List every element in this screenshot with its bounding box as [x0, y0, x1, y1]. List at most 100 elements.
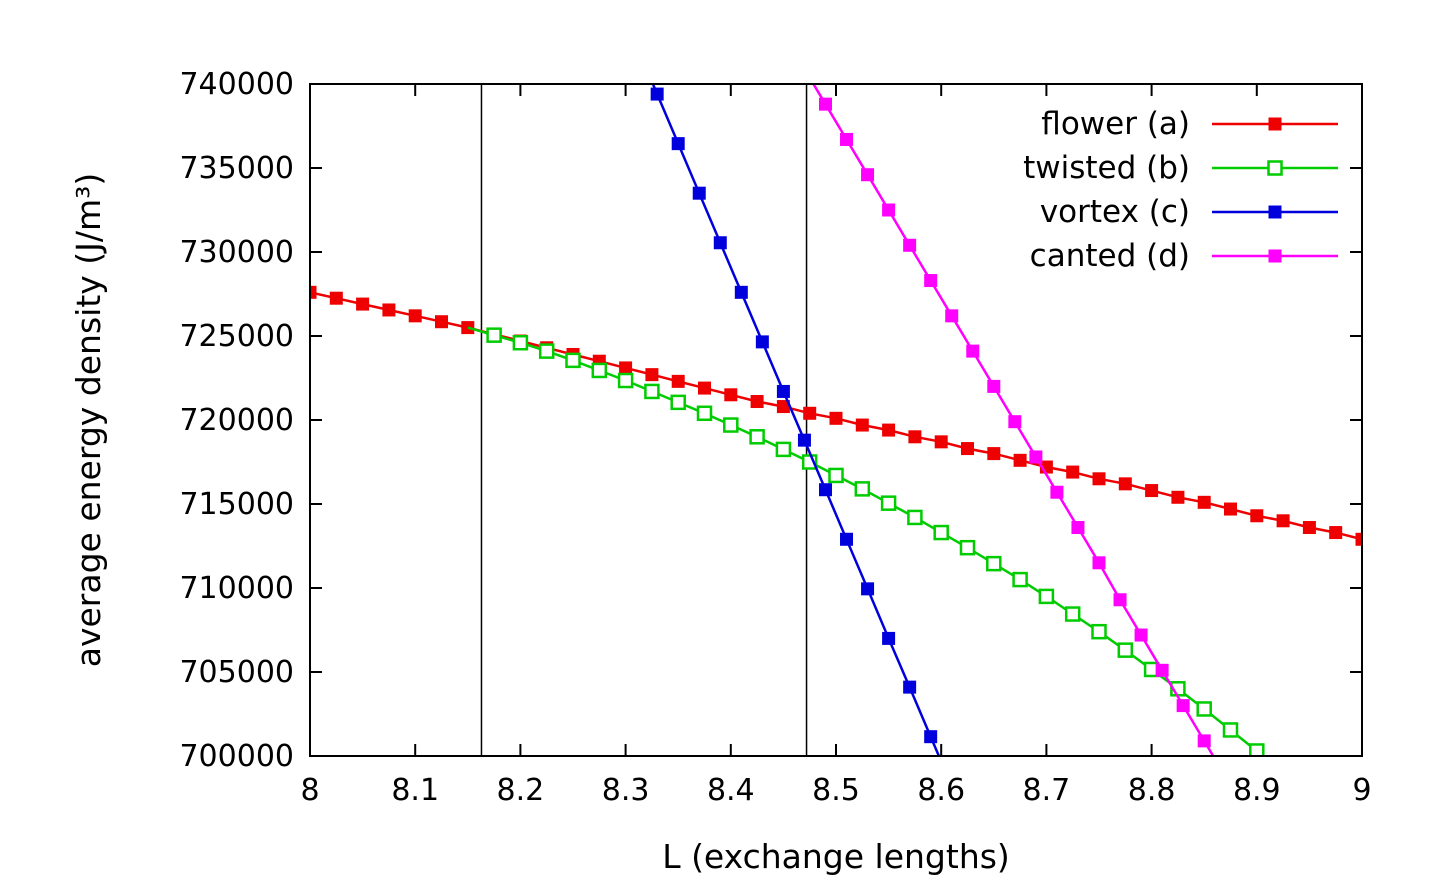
x-tick-label: 8.1	[391, 773, 439, 808]
data-point-twisted	[880, 495, 897, 511]
data-point-flower	[1066, 465, 1080, 479]
data-point-flower	[1355, 532, 1362, 546]
data-point-flower	[1092, 472, 1106, 486]
data-point-twisted	[959, 539, 976, 556]
legend-marker-vortex	[1268, 205, 1282, 219]
data-point-canted	[924, 274, 938, 288]
x-axis-label: L (exchange lengths)	[662, 837, 1010, 876]
y-tick-label: 720000	[179, 403, 294, 438]
data-point-flower	[1302, 521, 1316, 535]
data-point-vortex	[755, 335, 769, 349]
x-tick-label: 8.5	[812, 773, 860, 808]
data-point-canted	[903, 238, 917, 252]
data-point-canted	[966, 344, 980, 358]
series-flower	[310, 285, 1362, 546]
data-point-flower	[882, 423, 896, 437]
legend-label-flower: flower (a)	[1041, 106, 1190, 142]
data-point-vortex	[776, 384, 790, 398]
data-point-flower	[724, 388, 738, 402]
x-tick-label: 9	[1352, 773, 1371, 808]
data-point-twisted	[775, 441, 792, 458]
series-line-vortex	[651, 84, 941, 756]
data-point-flower	[1171, 490, 1185, 504]
data-point-twisted	[486, 327, 502, 343]
data-point-vortex	[924, 730, 938, 744]
series-line-twisted	[467, 326, 1266, 756]
x-tick-label: 8	[300, 773, 319, 808]
data-point-canted	[987, 379, 1001, 393]
data-point-twisted	[1091, 623, 1107, 640]
data-point-vortex	[734, 285, 748, 299]
data-point-canted	[1134, 628, 1148, 642]
y-tick-label: 730000	[179, 235, 294, 270]
y-tick-label: 705000	[179, 655, 294, 690]
data-point-twisted	[749, 429, 765, 445]
data-point-twisted	[1038, 588, 1055, 605]
data-point-twisted	[1196, 701, 1212, 717]
data-point-canted	[1008, 415, 1022, 429]
data-point-canted	[861, 168, 875, 182]
data-point-vortex	[882, 631, 896, 645]
legend-marker-twisted	[1267, 160, 1283, 176]
data-point-flower	[1276, 514, 1290, 528]
y-tick-label: 735000	[179, 151, 294, 186]
data-point-canted	[1176, 699, 1190, 713]
data-point-twisted	[591, 362, 608, 379]
data-point-twisted	[1117, 642, 1134, 658]
data-point-canted	[1029, 450, 1043, 464]
data-point-flower	[1013, 453, 1027, 467]
data-point-vortex	[818, 483, 832, 497]
legend-label-vortex: vortex (c)	[1040, 194, 1190, 230]
y-tick-label: 725000	[179, 319, 294, 354]
data-point-canted	[882, 203, 896, 217]
data-point-flower	[435, 315, 448, 329]
data-point-flower	[855, 418, 869, 432]
data-point-twisted	[644, 383, 660, 400]
data-point-twisted	[512, 334, 529, 351]
data-point-flower	[1145, 484, 1159, 498]
data-point-twisted	[723, 417, 739, 433]
data-point-flower	[803, 406, 817, 420]
data-point-canted	[1050, 485, 1064, 499]
x-tick-label: 8.6	[917, 773, 965, 808]
data-point-twisted	[670, 394, 686, 411]
data-point-flower	[698, 381, 711, 395]
data-point-vortex	[861, 582, 875, 596]
legend-marker-flower	[1268, 117, 1282, 131]
data-point-vortex	[650, 87, 664, 101]
data-point-vortex	[797, 433, 811, 447]
data-point-canted	[840, 132, 854, 146]
data-point-flower	[356, 297, 370, 311]
data-point-canted	[1092, 556, 1106, 570]
data-point-flower	[408, 309, 422, 323]
data-point-flower	[671, 374, 685, 388]
data-point-canted	[945, 309, 959, 323]
data-point-twisted	[907, 509, 923, 526]
plot-border	[309, 83, 1363, 757]
data-point-vortex	[903, 680, 917, 694]
series-vortex	[650, 84, 941, 756]
data-point-flower	[1197, 495, 1211, 509]
y-tick-label: 740000	[179, 67, 294, 102]
data-point-vortex	[713, 236, 727, 250]
data-point-flower	[382, 303, 396, 317]
data-point-canted	[1197, 734, 1211, 748]
data-point-twisted	[986, 555, 1002, 572]
data-point-flower	[829, 411, 843, 425]
data-point-flower	[1329, 526, 1343, 540]
y-axis-label: average energy density (J/m³)	[69, 173, 108, 668]
data-point-twisted	[696, 405, 713, 422]
data-point-flower	[1118, 477, 1132, 491]
y-tick-label: 710000	[179, 571, 294, 606]
data-point-flower	[908, 430, 922, 444]
legend-label-canted: canted (d)	[1030, 238, 1190, 274]
data-point-flower	[619, 361, 633, 375]
x-tick-label: 8.2	[497, 773, 545, 808]
data-point-flower	[987, 447, 1001, 461]
data-point-vortex	[840, 532, 854, 546]
data-point-twisted	[854, 481, 871, 497]
legend-marker-canted	[1268, 249, 1282, 263]
data-point-vortex	[671, 137, 685, 151]
